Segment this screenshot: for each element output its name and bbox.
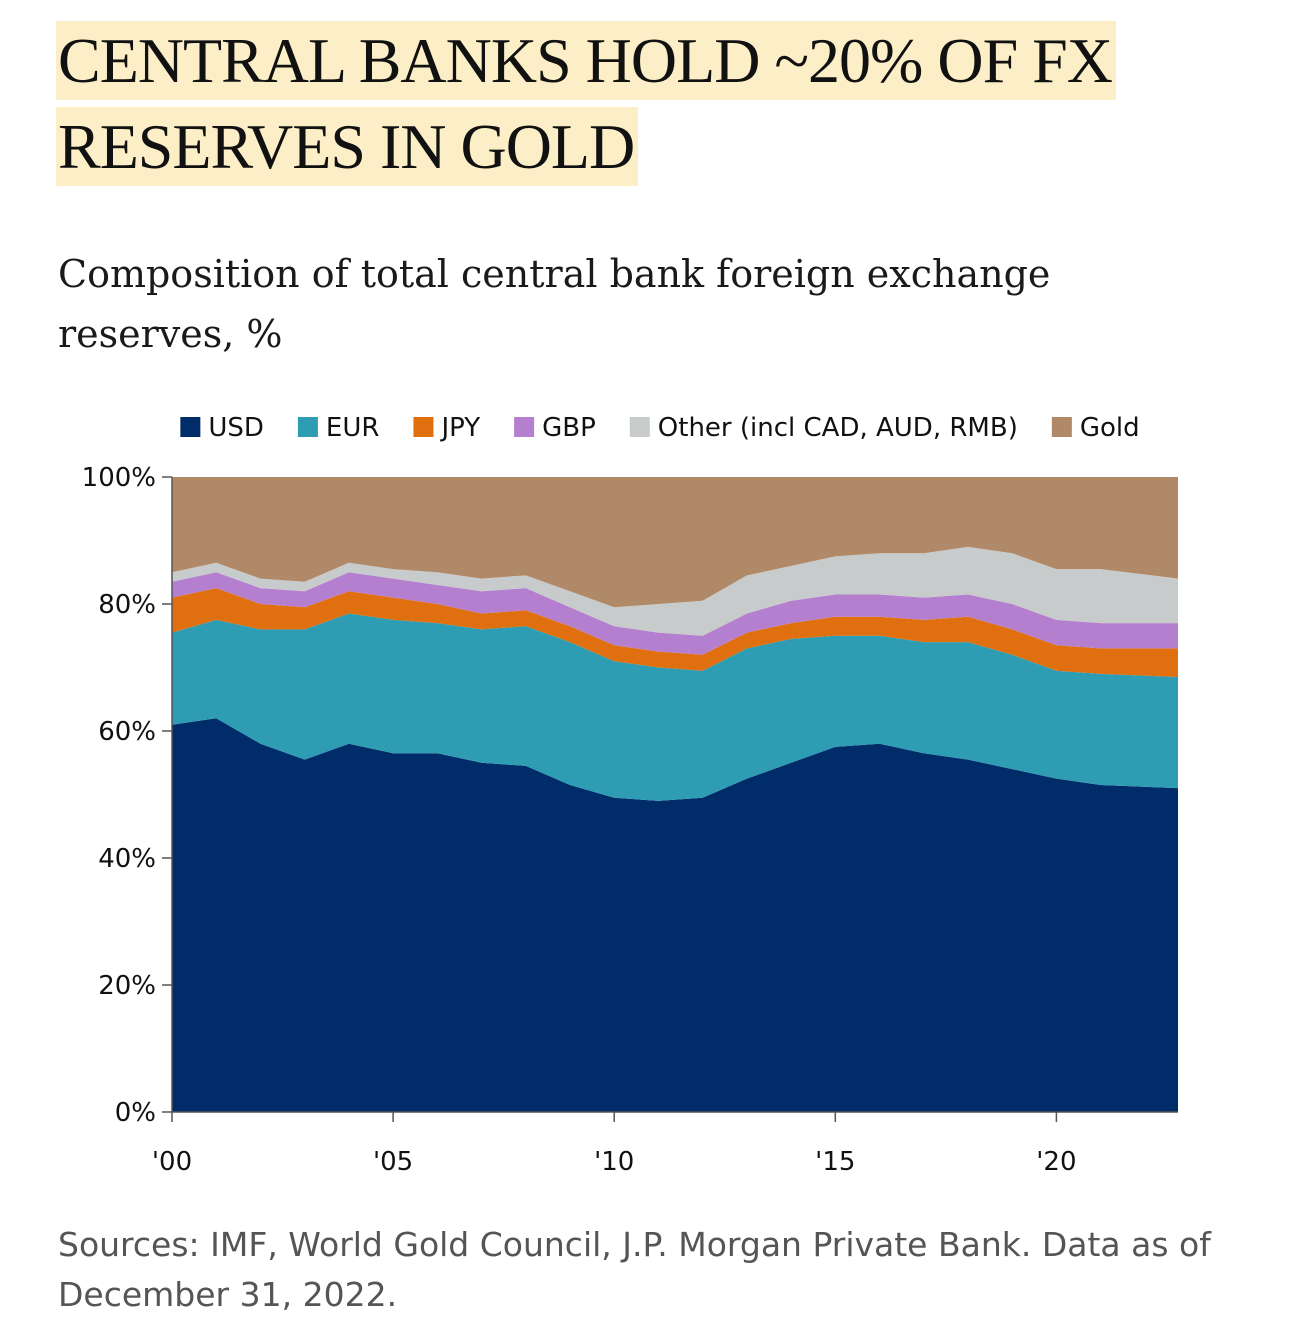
legend-swatch [413,417,434,437]
stacked-area-chart: USD EUR JPY GBP Other (incl CAD, AUD, RMB) Go… [82,413,1178,1177]
legend-label: GBP [542,413,596,443]
chart-title: CENTRAL BANKS HOLD ~20% OF FX RESERVES I… [56,18,1236,190]
legend-label: USD [208,413,264,443]
legend-item: USD [180,413,264,443]
legend-swatch [180,417,201,437]
legend-swatch [297,417,318,437]
y-tick-label: 60% [98,717,156,747]
legend-item: Other (incl CAD, AUD, RMB) [629,413,1018,443]
y-tick-label: 100% [82,463,156,493]
legend-swatch [1051,417,1072,437]
chart-title-text: CENTRAL BANKS HOLD ~20% OF FX RESERVES I… [56,21,1116,186]
legend-swatch [514,417,535,437]
area-usd [172,718,1178,1112]
y-tick-label: 20% [98,971,156,1001]
y-axis: 0% 20% 40% 60% 80% 100% [82,463,173,1128]
area-other-incl-cad-aud-rmb [172,546,1178,636]
sources-note: Sources: IMF, World Gold Council, J.P. M… [58,1225,1211,1314]
plot-area [172,477,1178,1112]
legend-label: Gold [1080,413,1140,443]
area-gbp [172,572,1178,655]
legend: USD EUR JPY GBP Other (incl CAD, AUD, RMB) Go… [180,413,1140,443]
x-axis: '00 '05 '10 '15 '20 [152,1111,1178,1177]
legend-item: GBP [514,413,596,443]
y-tick-label: 0% [115,1098,156,1128]
legend-label: EUR [326,413,380,443]
legend-item: Gold [1051,413,1140,443]
x-tick-label: '15 [815,1147,855,1177]
x-tick-label: '05 [373,1147,413,1177]
x-tick-label: '10 [594,1147,634,1177]
legend-swatch [629,417,650,437]
legend-label: Other (incl CAD, AUD, RMB) [658,413,1018,443]
x-tick-label: '20 [1036,1147,1076,1177]
legend-label: JPY [439,413,480,443]
x-tick-label: '00 [152,1147,192,1177]
area-eur [172,613,1178,801]
chart-subtitle: Composition of total central bank foreig… [58,252,1051,356]
area-gold [172,477,1178,608]
y-tick-label: 40% [98,844,156,874]
legend-item: JPY [413,413,480,443]
legend-item: EUR [297,413,380,443]
y-tick-label: 80% [98,590,156,620]
area-jpy [172,588,1178,677]
